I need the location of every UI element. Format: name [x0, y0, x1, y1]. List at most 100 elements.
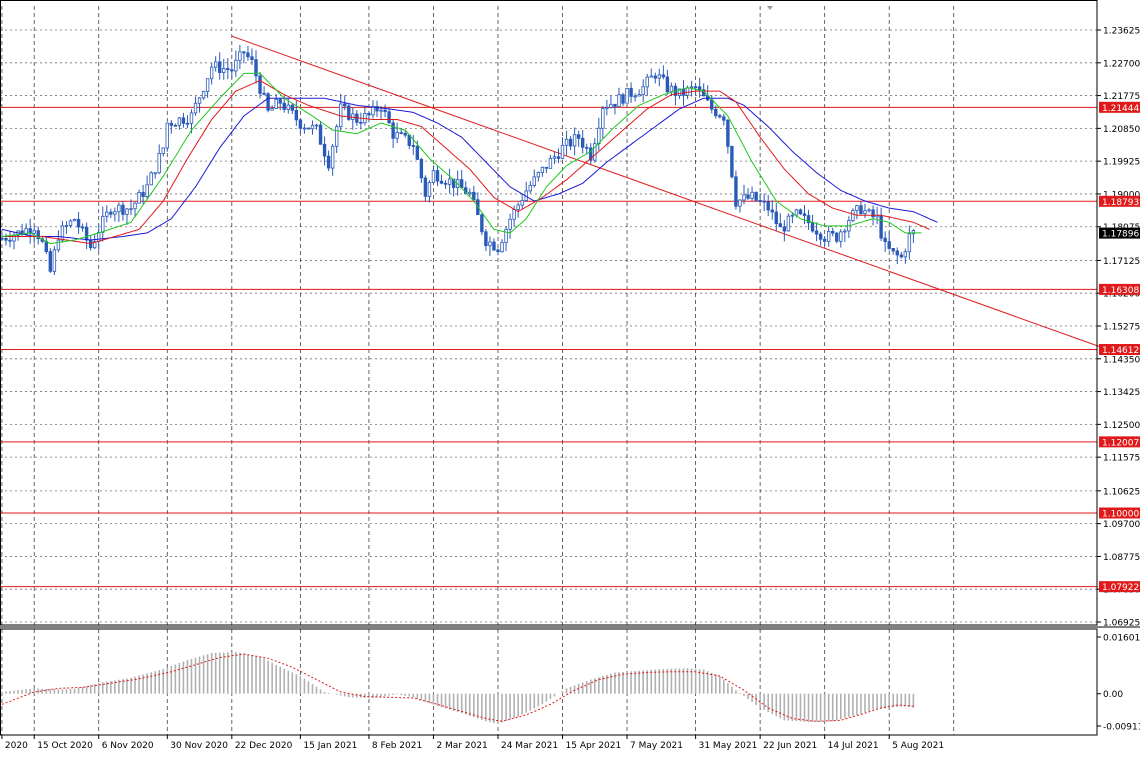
- candle-body: [520, 200, 524, 206]
- y-tick-label: 1.13425: [1103, 388, 1140, 398]
- price-level-label: 1.14612: [1102, 346, 1139, 356]
- candle-body: [141, 192, 145, 197]
- oscillator-panel: [1, 651, 915, 724]
- candle-body: [774, 211, 778, 225]
- candle-body: [395, 132, 399, 139]
- candle-body: [710, 99, 714, 110]
- candle-body: [697, 86, 702, 91]
- x-tick-label: 22 Dec 2020: [235, 741, 293, 751]
- candle-body: [681, 88, 686, 96]
- y-tick-label: 1.19000: [1103, 190, 1140, 200]
- candle-body: [500, 242, 504, 253]
- candle-body: [576, 134, 581, 139]
- y-tick-label: 1.10625: [1103, 487, 1140, 497]
- x-tick-label: 31 May 2021: [699, 741, 758, 751]
- candle-body: [633, 95, 637, 98]
- y-tick-label: 1.20850: [1103, 125, 1140, 135]
- current-price-label: 1.17896: [1102, 230, 1139, 240]
- candle-body: [431, 170, 436, 183]
- candle-body: [343, 103, 347, 107]
- candle-body: [242, 51, 246, 54]
- candle-body: [294, 109, 299, 121]
- candle-body: [32, 230, 36, 234]
- y-tick-label: 1.14350: [1103, 355, 1140, 365]
- candle-body: [496, 249, 500, 253]
- candle-body: [238, 51, 242, 61]
- grid-lines: [0, 6, 1097, 735]
- candle-body: [597, 127, 601, 145]
- candle-body: [879, 215, 883, 239]
- candle-body: [310, 124, 315, 130]
- candle-body: [443, 182, 448, 185]
- candle-body: [528, 185, 532, 192]
- candle-body: [173, 124, 178, 127]
- candle-body: [883, 237, 887, 243]
- candle-body: [193, 102, 198, 114]
- y-tick-label: 1.21775: [1103, 92, 1140, 102]
- candle-body: [629, 87, 633, 97]
- candle-body: [887, 241, 891, 249]
- candle-body: [605, 107, 609, 109]
- candle-body: [8, 239, 12, 242]
- candle-body: [488, 241, 492, 247]
- candle-body: [564, 138, 569, 146]
- candle-body: [197, 97, 202, 104]
- candle-body: [80, 226, 85, 229]
- candle-body: [234, 59, 238, 72]
- candle-body: [492, 241, 496, 251]
- candle-body: [661, 74, 666, 78]
- candle-body: [447, 178, 452, 185]
- candle-body: [222, 68, 226, 73]
- candle-body: [657, 74, 662, 79]
- candle-body: [613, 103, 617, 107]
- candle-body: [810, 222, 815, 232]
- candle-body: [113, 211, 117, 215]
- candle-body: [806, 215, 811, 224]
- y-tick-label: 1.19925: [1103, 158, 1140, 168]
- candle-body: [468, 191, 472, 195]
- candle-body: [403, 132, 407, 136]
- price-level-label: 1.16308: [1102, 286, 1139, 296]
- candle-body: [72, 218, 77, 222]
- candle-body: [165, 122, 169, 149]
- candle-body: [891, 248, 895, 252]
- candle-body: [274, 99, 278, 109]
- y-tick-label: 1.15275: [1103, 323, 1140, 333]
- candle-body: [637, 94, 641, 97]
- y-tick-label: 1.09700: [1103, 520, 1140, 530]
- candle-body: [181, 117, 186, 124]
- candle-body: [76, 218, 81, 228]
- candle-body: [722, 116, 726, 121]
- candle-body: [589, 147, 593, 161]
- candle-body: [560, 144, 565, 159]
- candle-body: [125, 208, 129, 215]
- candle-body: [286, 104, 290, 110]
- panel-frames: [0, 0, 1140, 736]
- candle-body: [649, 75, 653, 78]
- candle-body: [899, 254, 903, 258]
- candle-body: [435, 170, 440, 182]
- candle-body: [786, 215, 791, 232]
- candle-body: [246, 52, 250, 58]
- candle-body: [895, 250, 899, 256]
- candle-body: [387, 111, 391, 124]
- candle-body: [512, 209, 516, 220]
- candle-body: [790, 214, 795, 217]
- candle-body: [778, 223, 783, 228]
- candle-body: [133, 202, 137, 210]
- candle-body: [609, 103, 613, 108]
- candle-body: [508, 218, 512, 230]
- candle-body: [504, 228, 508, 244]
- candle-body: [290, 104, 295, 111]
- candle-body: [101, 215, 105, 233]
- candle-body: [411, 145, 415, 147]
- x-tick-label: 24 Mar 2021: [501, 741, 558, 751]
- candle-body: [423, 177, 428, 197]
- moving-average-mid: [1, 79, 930, 245]
- resistance-trendline: [231, 35, 1100, 347]
- candle-body: [532, 176, 536, 186]
- candle-body: [540, 166, 545, 174]
- price-level-label: 1.10000: [1102, 509, 1139, 519]
- x-tick-label: 15 Apr 2021: [566, 741, 622, 751]
